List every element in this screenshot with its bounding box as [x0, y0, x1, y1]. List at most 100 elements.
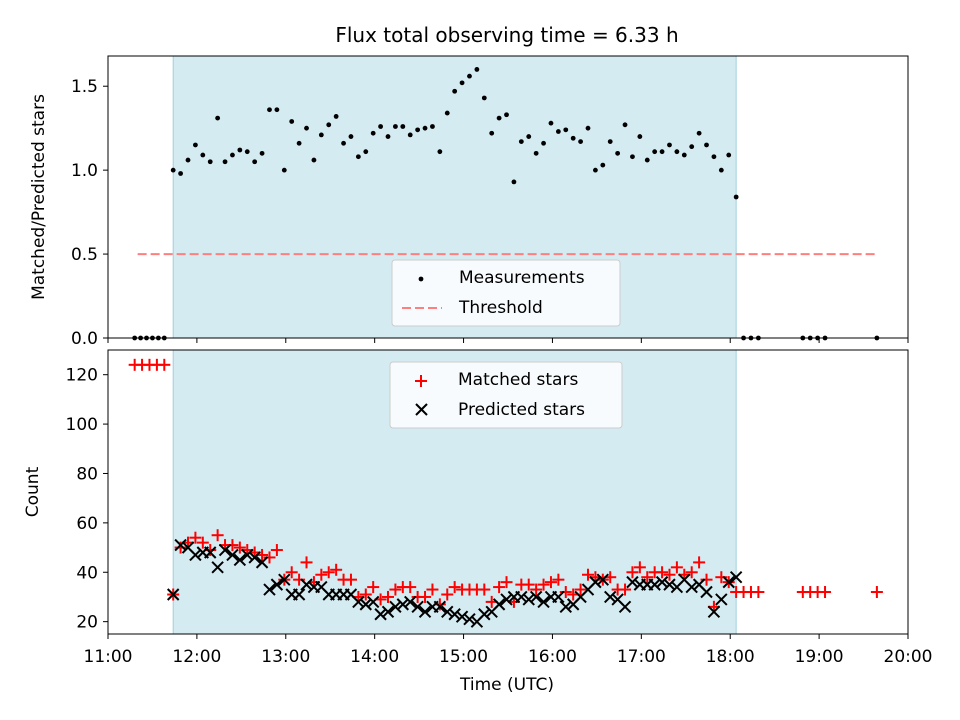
measurement-point	[659, 149, 665, 155]
x-tick-label: 19:00	[795, 647, 844, 667]
matched-star-point	[870, 586, 883, 599]
measurement-point	[193, 142, 198, 148]
top-panel: 0.0 0.5 1.0 1.5 Matched/Predicted stars Mea…	[29, 55, 909, 349]
measurement-point	[504, 112, 509, 118]
measurement-point	[296, 140, 302, 146]
measurement-point	[563, 127, 569, 133]
top-y-tick-label: 0.5	[71, 245, 98, 265]
measurement-point	[170, 167, 176, 173]
measurement-point	[644, 157, 650, 163]
matched-star-point	[522, 578, 535, 591]
matched-star-point	[285, 566, 298, 579]
measurement-point	[422, 125, 428, 131]
predicted-star-point	[366, 595, 380, 609]
predicted-star-point	[433, 600, 447, 614]
measurement-point	[244, 149, 250, 155]
measurement-point	[437, 149, 443, 155]
predicted-star-point	[204, 546, 217, 559]
matched-star-point	[300, 556, 313, 569]
matched-star-point	[559, 586, 572, 599]
predicted-star-point	[492, 598, 506, 611]
legend-matched-marker	[415, 375, 427, 387]
legend-predicted-label: Predicted stars	[458, 400, 585, 420]
measurement-point	[696, 130, 702, 136]
measurement-point	[667, 142, 672, 148]
measurement-point	[622, 122, 628, 128]
measurement-point	[378, 124, 383, 129]
matched-star-point	[478, 583, 491, 596]
predicted-star-point	[248, 551, 261, 564]
matched-star-point	[626, 566, 639, 579]
measurement-point	[207, 159, 213, 165]
measurement-point	[541, 140, 546, 146]
x-tick-label: 20:00	[884, 647, 933, 667]
measurement-point	[674, 149, 680, 155]
measurement-point	[615, 150, 621, 156]
matched-star-point	[293, 573, 306, 586]
predicted-star-point	[648, 578, 661, 591]
predicted-star-point	[381, 605, 395, 618]
x-axis-label: Time (UTC)	[459, 675, 554, 695]
measurement-point	[267, 107, 272, 113]
predicted-star-point	[389, 600, 402, 614]
matched-star-point	[448, 581, 461, 594]
measurement-point	[363, 149, 369, 155]
measurement-point	[333, 114, 339, 119]
measurement-point	[652, 149, 658, 155]
measurement-point	[178, 171, 183, 176]
matched-star-point	[367, 581, 380, 594]
measurement-point	[585, 125, 591, 131]
measurement-point	[259, 150, 265, 156]
bottom-axis-ticks: 20 40 60 80 100 120 11:00 12:00 13:00 14:00 15:00 1…	[66, 366, 933, 667]
measurement-point	[311, 157, 317, 163]
matched-star-point	[670, 561, 683, 574]
matched-star-point	[359, 588, 372, 601]
matched-star-point	[226, 539, 239, 552]
matched-star-point	[641, 571, 654, 584]
matched-star-point	[656, 566, 669, 579]
predicted-star-point	[441, 605, 454, 618]
matched-star-point	[315, 568, 328, 581]
measurement-point	[548, 120, 554, 126]
measurement-point	[600, 162, 606, 168]
predicted-star-point	[226, 548, 239, 562]
matched-star-point	[211, 529, 224, 542]
x-tick-label: 14:00	[350, 647, 399, 667]
matched-star-point	[263, 551, 276, 564]
measurement-point	[407, 132, 413, 138]
legend-measurements-marker	[418, 276, 424, 282]
bottom-y-tick-label: 100	[66, 415, 98, 435]
measurement-point	[318, 132, 324, 138]
bottom-y-tick-label: 120	[66, 366, 98, 386]
chart-title: Flux total observing time = 6.33 h	[335, 23, 678, 47]
legend-measurements-label: Measurements	[459, 268, 585, 288]
predicted-star-point	[537, 595, 550, 609]
top-y-axis-label: Matched/Predicted stars	[29, 94, 49, 300]
matched-star-point	[174, 541, 187, 554]
legend-matched-label: Matched stars	[458, 370, 578, 390]
measurement-point	[630, 154, 635, 160]
matched-star-point	[582, 568, 594, 581]
measurement-point	[452, 88, 458, 94]
measurement-point	[326, 122, 332, 128]
bottom-legend-box	[389, 361, 623, 429]
predicted-star-point	[596, 573, 610, 586]
measurement-point	[444, 110, 450, 116]
measurement-point	[518, 139, 524, 145]
measurement-points	[132, 67, 880, 341]
measurement-point	[230, 152, 235, 158]
matched-star-point	[500, 576, 513, 589]
measurement-point	[481, 95, 487, 101]
measurement-point	[459, 80, 465, 86]
x-tick-label: 12:00	[172, 647, 221, 667]
matched-star-point	[189, 531, 202, 544]
top-y-tick-label: 0.0	[71, 329, 98, 349]
measurement-point	[704, 142, 709, 148]
matched-star-point	[196, 536, 209, 549]
measurement-point	[593, 167, 598, 173]
measurement-point	[474, 67, 480, 72]
predicted-star-point	[559, 600, 572, 614]
measurement-point	[570, 135, 576, 141]
matched-star-point	[619, 583, 632, 596]
